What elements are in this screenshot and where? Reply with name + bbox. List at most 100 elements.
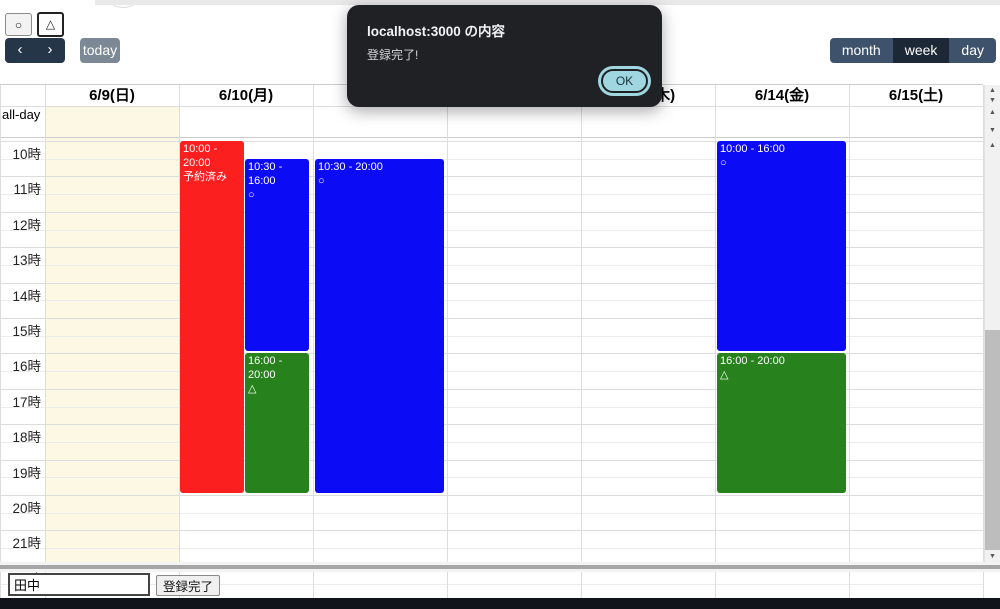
horizontal-scrollbar-thumb[interactable] — [0, 565, 1000, 569]
column-border — [0, 85, 1, 598]
half-hour-line — [0, 512, 983, 514]
half-hour-line — [0, 300, 983, 302]
half-hour-line — [0, 229, 983, 231]
half-hour-line — [0, 441, 983, 443]
calendar-event[interactable]: 10:00 - 20:00 予約済み — [180, 141, 244, 493]
event-time: 10:30 - 16:00 — [248, 160, 283, 187]
column-border — [313, 85, 314, 598]
today-button[interactable]: today — [80, 38, 120, 63]
sunday-column-background — [46, 138, 179, 565]
scroll-up-arrow-icon[interactable]: ▲ — [989, 87, 996, 94]
event-title: ○ — [318, 174, 325, 187]
day-header-2: 6/10(月) — [218, 87, 274, 104]
grid-frame-line — [0, 137, 983, 138]
day-header-6: 6/14(金) — [754, 87, 810, 104]
half-hour-line — [0, 335, 983, 337]
half-hour-line — [0, 194, 983, 196]
alert-dialog: localhost:3000 の内容 登録完了! OK — [347, 5, 662, 107]
half-hour-line — [0, 264, 983, 266]
browser-chrome-strip — [95, 0, 1000, 5]
chevron-right-icon: › — [47, 41, 53, 58]
hour-line — [0, 282, 983, 284]
hour-line — [0, 388, 983, 390]
half-hour-line — [0, 158, 983, 160]
hour-line — [0, 211, 983, 213]
view-button-week[interactable]: week — [892, 38, 950, 63]
column-border — [983, 85, 984, 598]
hour-line — [0, 176, 983, 178]
scroll-down-arrow-icon[interactable]: ▼ — [989, 127, 996, 134]
calendar-event[interactable]: 10:30 - 20:00 ○ — [315, 158, 444, 493]
register-complete-button[interactable]: 登録完了 — [156, 575, 221, 596]
calendar-event[interactable]: 16:00 - 20:00 △ — [717, 353, 846, 493]
event-time: 10:00 - 20:00 — [183, 143, 218, 169]
half-hour-line — [0, 548, 983, 550]
column-border — [581, 85, 582, 598]
time-axis-label: 16時 — [12, 359, 41, 375]
prev-next-button-group: ‹ › — [5, 38, 65, 63]
triangle-type-button[interactable]: △ — [37, 12, 64, 37]
event-title: △ — [720, 369, 729, 382]
name-input[interactable] — [8, 573, 150, 596]
time-axis-label: 18時 — [12, 430, 41, 446]
event-title: ○ — [720, 157, 727, 169]
view-button-month[interactable]: month — [829, 38, 893, 63]
calendar-event[interactable]: 16:00 - 20:00 △ — [245, 353, 309, 493]
day-header-7: 6/15(土) — [888, 87, 944, 104]
time-axis-label: 11時 — [13, 182, 41, 198]
hour-line — [0, 247, 983, 249]
time-axis-label: 10時 — [12, 147, 41, 162]
calendar-event[interactable]: 10:30 - 16:00 ○ — [245, 158, 309, 352]
sunday-allday-background — [46, 107, 179, 137]
column-border — [45, 85, 46, 598]
time-axis-label: 19時 — [12, 465, 41, 481]
scroll-up-arrow-icon[interactable]: ▲ — [989, 142, 996, 149]
scroll-down-arrow-icon[interactable]: ▼ — [989, 553, 996, 560]
event-time: 10:30 - 20:00 — [318, 160, 383, 173]
time-axis-label: 15時 — [12, 324, 41, 339]
time-axis-label: 20時 — [12, 501, 41, 516]
time-axis-label: 17時 — [12, 394, 41, 410]
hour-line — [0, 530, 983, 532]
event-time: 16:00 - 20:00 — [720, 355, 785, 368]
vertical-scrollbar-thumb[interactable] — [985, 330, 1000, 550]
prev-button[interactable]: ‹ — [5, 38, 35, 63]
circle-type-button[interactable]: ○ — [5, 13, 32, 36]
time-axis-label: 12時 — [12, 217, 41, 233]
hour-line — [0, 141, 983, 142]
event-title: 予約済み — [183, 171, 227, 183]
bottom-dark-bar — [0, 598, 1000, 609]
time-axis-label: 21時 — [12, 536, 41, 552]
dialog-ok-button[interactable]: OK — [601, 69, 648, 93]
calendar-event[interactable]: 10:00 - 16:00 ○ — [717, 141, 846, 352]
column-border — [715, 85, 716, 598]
half-hour-line — [0, 406, 983, 408]
hour-line — [0, 495, 983, 496]
event-time: 16:00 - 20:00 — [248, 355, 283, 382]
hour-line — [0, 424, 983, 426]
next-button[interactable]: › — [35, 38, 65, 63]
view-button-day[interactable]: day — [949, 38, 996, 63]
half-hour-line — [0, 477, 983, 479]
column-border — [849, 85, 850, 598]
view-switcher: month week day — [829, 38, 996, 63]
event-time: 10:00 - 16:00 — [720, 143, 785, 155]
column-border — [179, 85, 180, 598]
hour-line — [0, 459, 983, 461]
half-hour-line — [0, 371, 983, 373]
scroll-up-arrow-icon[interactable]: ▲ — [989, 109, 996, 116]
hour-line — [0, 318, 983, 319]
chevron-left-icon: ‹ — [17, 41, 23, 58]
event-title: △ — [248, 383, 257, 396]
dialog-title: localhost:3000 の内容 — [367, 24, 506, 39]
half-hour-line — [0, 583, 983, 585]
scroll-down-arrow-icon[interactable]: ▼ — [989, 97, 996, 104]
time-axis-label: 14時 — [12, 288, 41, 304]
time-axis-label: 13時 — [12, 253, 41, 269]
column-border — [447, 85, 448, 598]
hour-line — [0, 353, 983, 355]
all-day-label: all-day — [2, 107, 41, 122]
day-header-1: 6/9(日) — [89, 87, 135, 104]
dialog-message: 登録完了! — [367, 48, 419, 62]
